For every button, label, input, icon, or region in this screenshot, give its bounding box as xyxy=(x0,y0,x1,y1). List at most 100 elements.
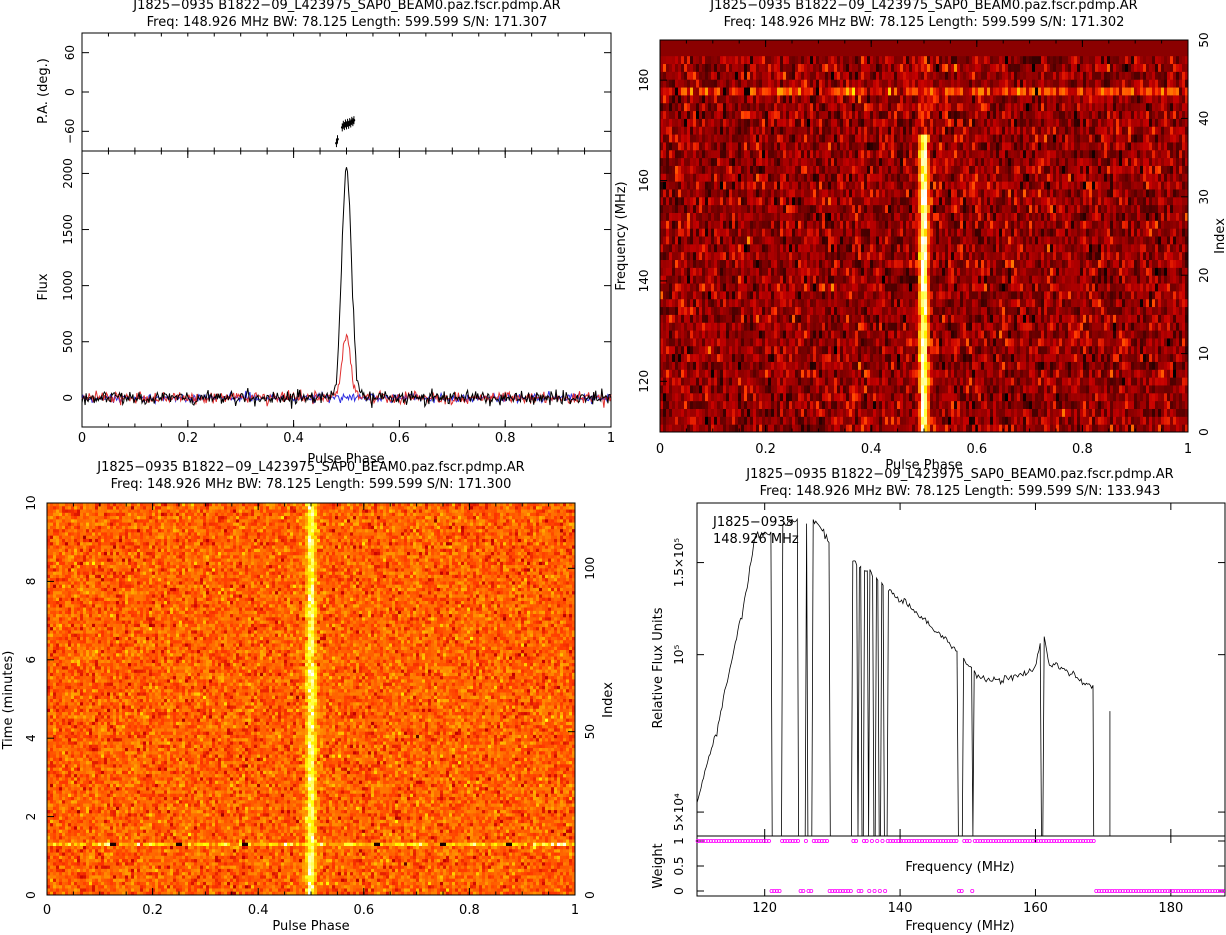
heatmap-cell xyxy=(987,330,990,338)
heatmap-cell xyxy=(1053,354,1056,362)
heatmap-cell xyxy=(1131,416,1134,424)
heatmap-cell xyxy=(900,267,903,275)
heatmap-cell xyxy=(1035,416,1038,424)
heatmap-cell xyxy=(1005,416,1008,424)
heatmap-cell xyxy=(951,408,954,416)
heatmap-cell xyxy=(861,369,864,377)
heatmap-cell xyxy=(1020,346,1023,354)
heatmap-cell xyxy=(678,408,681,416)
heatmap-cell xyxy=(1143,346,1146,354)
heatmap-cell xyxy=(738,314,741,322)
heatmap-cell xyxy=(834,307,837,315)
heatmap-cell xyxy=(1035,299,1038,307)
heatmap-cell xyxy=(1026,401,1029,409)
heatmap-cell xyxy=(681,283,684,291)
heatmap-cell xyxy=(1140,267,1143,275)
heatmap-cell xyxy=(924,385,927,393)
heatmap-cell xyxy=(849,260,852,268)
heatmap-cell xyxy=(879,393,882,401)
heatmap-cell xyxy=(1077,393,1080,401)
heatmap-cell xyxy=(885,275,888,283)
heatmap-cell xyxy=(1002,393,1005,401)
heatmap-cell xyxy=(1035,267,1038,275)
heatmap-cell xyxy=(1086,275,1089,283)
heatmap-cell xyxy=(1029,307,1032,315)
heatmap-cell xyxy=(699,416,702,424)
heatmap-cell xyxy=(1008,393,1011,401)
heatmap-cell xyxy=(855,252,858,260)
heatmap-cell xyxy=(1059,267,1062,275)
heatmap-cell xyxy=(906,314,909,322)
heatmap-cell xyxy=(924,354,927,362)
heatmap-cell xyxy=(945,322,948,330)
heatmap-cell xyxy=(1056,307,1059,315)
heatmap-cell xyxy=(801,361,804,369)
heatmap-cell xyxy=(996,361,999,369)
heatmap-cell xyxy=(903,252,906,260)
heatmap-cell xyxy=(1110,267,1113,275)
heatmap-cell xyxy=(759,299,762,307)
heatmap-cell xyxy=(1041,283,1044,291)
heatmap-cell xyxy=(1020,385,1023,393)
heatmap-cell xyxy=(864,330,867,338)
heatmap-cell xyxy=(1059,307,1062,315)
heatmap-cell xyxy=(1155,314,1158,322)
heatmap-cell xyxy=(915,252,918,260)
heatmap-cell xyxy=(810,408,813,416)
heatmap-cell xyxy=(678,314,681,322)
heatmap-cell xyxy=(1140,416,1143,424)
heatmap-cell xyxy=(1023,424,1026,432)
heatmap-cell xyxy=(771,338,774,346)
heatmap-cell xyxy=(798,401,801,409)
heatmap-cell xyxy=(681,322,684,330)
heatmap-cell xyxy=(915,354,918,362)
heatmap-cell xyxy=(798,322,801,330)
heatmap-cell xyxy=(765,330,768,338)
heatmap-cell xyxy=(1053,361,1056,369)
heatmap-cell xyxy=(705,393,708,401)
heatmap-cell xyxy=(1017,393,1020,401)
heatmap-cell xyxy=(921,401,924,409)
heatmap-cell xyxy=(912,267,915,275)
heatmap-cell xyxy=(993,330,996,338)
heatmap-cell xyxy=(888,401,891,409)
heatmap-cell xyxy=(963,307,966,315)
heatmap-cell xyxy=(672,401,675,409)
heatmap-cell xyxy=(984,267,987,275)
heatmap-cell xyxy=(801,354,804,362)
heatmap-cell xyxy=(981,354,984,362)
heatmap-cell xyxy=(1179,307,1182,315)
heatmap-cell xyxy=(813,299,816,307)
heatmap-cell xyxy=(714,307,717,315)
heatmap-cell xyxy=(975,338,978,346)
heatmap-cell xyxy=(789,275,792,283)
heatmap-cell xyxy=(699,346,702,354)
heatmap-cell xyxy=(921,275,924,283)
heatmap-cell xyxy=(1125,346,1128,354)
heatmap-cell xyxy=(759,338,762,346)
heatmap-cell xyxy=(1137,361,1140,369)
heatmap-cell xyxy=(720,291,723,299)
heatmap-cell xyxy=(747,314,750,322)
heatmap-cell xyxy=(1170,361,1173,369)
heatmap-cell xyxy=(978,260,981,268)
heatmap-cell xyxy=(1041,260,1044,268)
heatmap-cell xyxy=(1044,393,1047,401)
heatmap-cell xyxy=(660,369,663,377)
heatmap-cell xyxy=(1095,361,1098,369)
heatmap-cell xyxy=(696,260,699,268)
heatmap-cell xyxy=(948,291,951,299)
heatmap-cell xyxy=(966,385,969,393)
heatmap-cell xyxy=(819,330,822,338)
heatmap-cell xyxy=(825,408,828,416)
heatmap-cell xyxy=(831,361,834,369)
heatmap-cell xyxy=(813,385,816,393)
heatmap-cell xyxy=(1167,314,1170,322)
heatmap-cell xyxy=(786,361,789,369)
heatmap-cell xyxy=(966,330,969,338)
heatmap-cell xyxy=(987,283,990,291)
heatmap-cell xyxy=(690,424,693,432)
heatmap-cell xyxy=(750,393,753,401)
heatmap-cell xyxy=(996,322,999,330)
heatmap-cell xyxy=(717,385,720,393)
